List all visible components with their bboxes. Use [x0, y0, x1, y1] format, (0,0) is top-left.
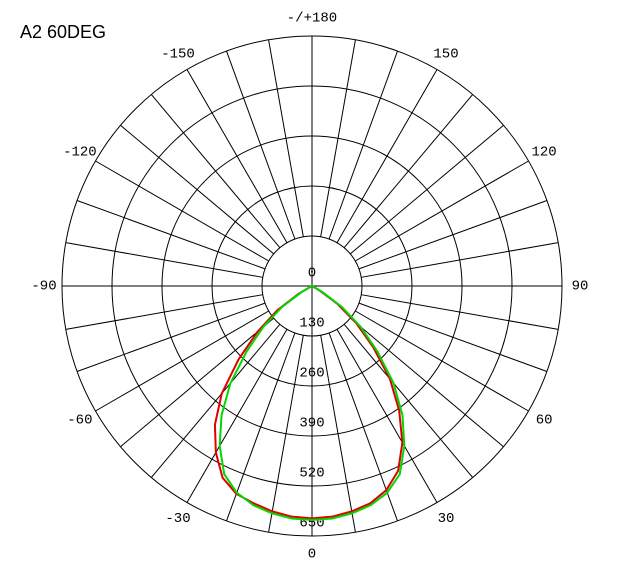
angle-label: -/+180	[287, 11, 337, 27]
angle-label: 120	[531, 145, 556, 161]
angle-label: -30	[165, 511, 190, 527]
series-curve	[213, 285, 404, 520]
angle-label: 30	[438, 511, 455, 527]
angle-label: 60	[536, 413, 553, 429]
grid-ring	[111, 85, 513, 487]
grid-ring	[211, 185, 413, 387]
radial-label: 130	[299, 316, 324, 332]
grid-ring	[61, 35, 563, 537]
grid-ring	[261, 235, 363, 337]
angle-label: 150	[433, 47, 458, 63]
angle-label: -120	[63, 145, 97, 161]
radial-label: 260	[299, 366, 324, 382]
angle-label: 0	[308, 547, 316, 563]
grid-ring	[161, 135, 463, 437]
angle-label: -150	[161, 47, 195, 63]
angle-label: 90	[572, 279, 589, 295]
radial-label: 390	[299, 416, 324, 432]
angle-label: -60	[67, 413, 92, 429]
series-curve	[218, 285, 406, 521]
radial-label: 0	[308, 266, 316, 282]
radial-label: 520	[299, 466, 324, 482]
angle-label: -90	[31, 279, 56, 295]
chart-title: A2 60DEG	[20, 22, 106, 42]
